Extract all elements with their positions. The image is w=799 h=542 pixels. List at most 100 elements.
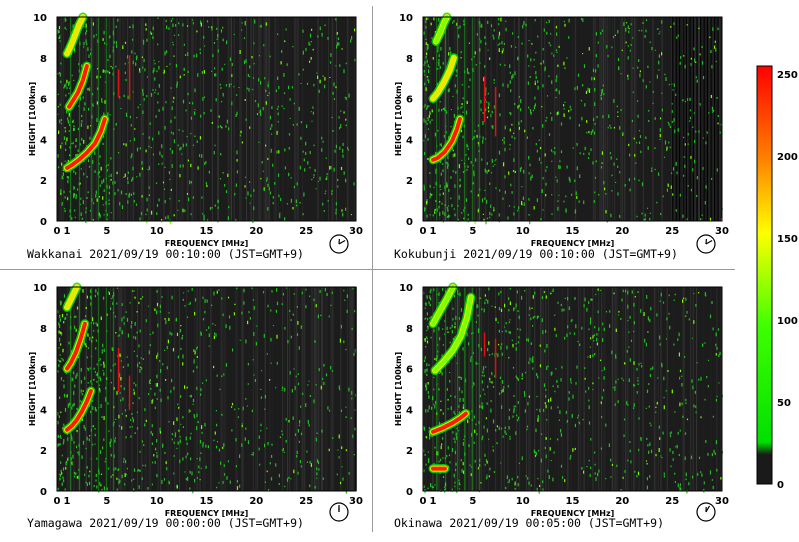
noise-speck bbox=[235, 219, 237, 222]
noise-stripe bbox=[477, 17, 479, 221]
noise-speck bbox=[577, 341, 579, 343]
noise-speck bbox=[60, 360, 62, 363]
noise-speck bbox=[239, 339, 241, 341]
noise-speck bbox=[109, 71, 111, 74]
noise-speck bbox=[162, 445, 164, 448]
noise-speck bbox=[433, 17, 435, 21]
noise-speck bbox=[344, 299, 346, 301]
noise-speck bbox=[139, 469, 141, 472]
noise-speck bbox=[692, 385, 694, 390]
noise-speck bbox=[428, 427, 430, 429]
noise-speck bbox=[502, 83, 504, 87]
noise-speck bbox=[336, 473, 338, 476]
noise-speck bbox=[173, 472, 175, 475]
noise-speck bbox=[650, 306, 652, 311]
noise-speck bbox=[462, 111, 464, 113]
noise-speck bbox=[317, 314, 319, 319]
noise-speck bbox=[489, 467, 491, 471]
noise-speck bbox=[630, 23, 632, 26]
noise-speck bbox=[262, 291, 265, 294]
noise-speck bbox=[263, 44, 265, 47]
noise-speck bbox=[454, 294, 456, 298]
noise-speck bbox=[624, 184, 626, 187]
noise-stripe bbox=[148, 17, 150, 221]
noise-speck bbox=[682, 214, 684, 218]
noise-speck bbox=[141, 367, 143, 370]
noise-speck bbox=[530, 317, 532, 321]
noise-speck bbox=[574, 423, 576, 428]
noise-speck bbox=[640, 309, 642, 313]
noise-speck bbox=[75, 172, 77, 175]
noise-speck bbox=[161, 479, 163, 484]
noise-speck bbox=[161, 154, 163, 157]
noise-speck bbox=[698, 27, 700, 29]
noise-speck bbox=[315, 188, 317, 190]
noise-speck bbox=[73, 79, 75, 81]
noise-speck bbox=[552, 477, 554, 482]
noise-speck bbox=[659, 300, 661, 302]
noise-speck bbox=[189, 102, 191, 104]
noise-speck bbox=[542, 84, 544, 88]
noise-speck bbox=[584, 367, 586, 370]
noise-speck bbox=[130, 324, 132, 329]
noise-speck bbox=[141, 477, 143, 480]
station-caption: Okinawa 2021/09/19 00:05:00 (JST=GMT+9) bbox=[394, 516, 664, 530]
noise-speck bbox=[638, 363, 640, 366]
noise-speck bbox=[610, 127, 612, 129]
noise-speck bbox=[192, 370, 194, 373]
y-tick-label: 4 bbox=[40, 135, 47, 146]
noise-speck bbox=[75, 145, 77, 148]
noise-stripe bbox=[163, 17, 165, 221]
echo-trace-3f bbox=[65, 15, 85, 56]
noise-speck bbox=[185, 436, 187, 441]
noise-speck bbox=[88, 54, 90, 58]
noise-speck bbox=[192, 490, 194, 494]
noise-stripe bbox=[554, 287, 556, 491]
noise-speck bbox=[531, 361, 533, 363]
noise-speck bbox=[247, 383, 249, 385]
y-tick-label: 10 bbox=[33, 13, 47, 24]
noise-speck bbox=[516, 414, 518, 417]
noise-speck bbox=[594, 353, 596, 356]
noise-speck bbox=[267, 183, 269, 187]
noise-speck bbox=[300, 83, 302, 84]
noise-speck bbox=[152, 36, 154, 40]
noise-speck bbox=[647, 331, 649, 333]
noise-speck bbox=[617, 400, 619, 404]
noise-speck bbox=[560, 378, 562, 382]
noise-speck bbox=[521, 377, 523, 380]
noise-stripe bbox=[699, 17, 701, 221]
noise-speck bbox=[218, 482, 220, 484]
noise-speck bbox=[628, 331, 630, 333]
noise-speck bbox=[641, 365, 643, 368]
noise-speck bbox=[74, 209, 76, 212]
noise-speck bbox=[58, 415, 60, 418]
noise-stripe bbox=[655, 287, 657, 491]
noise-speck bbox=[340, 110, 342, 112]
noise-speck bbox=[527, 477, 529, 480]
noise-speck bbox=[586, 131, 588, 134]
noise-stripe bbox=[703, 17, 705, 221]
noise-speck bbox=[474, 460, 476, 463]
noise-speck bbox=[101, 349, 103, 352]
noise-speck bbox=[681, 402, 683, 406]
noise-speck bbox=[632, 91, 634, 93]
noise-speck bbox=[701, 61, 704, 65]
x-tick-label: 10 bbox=[150, 226, 164, 237]
noise-speck bbox=[615, 181, 617, 183]
noise-speck bbox=[446, 206, 448, 209]
noise-speck bbox=[508, 416, 510, 420]
noise-speck bbox=[253, 206, 255, 211]
noise-speck bbox=[606, 220, 608, 223]
noise-speck bbox=[438, 421, 441, 426]
noise-speck bbox=[317, 461, 320, 465]
noise-speck bbox=[446, 388, 448, 391]
noise-speck bbox=[345, 490, 347, 494]
noise-speck bbox=[637, 383, 639, 385]
noise-speck bbox=[567, 296, 569, 301]
noise-speck bbox=[628, 143, 630, 147]
noise-speck bbox=[86, 356, 88, 359]
noise-speck bbox=[683, 174, 685, 177]
noise-speck bbox=[196, 426, 198, 431]
